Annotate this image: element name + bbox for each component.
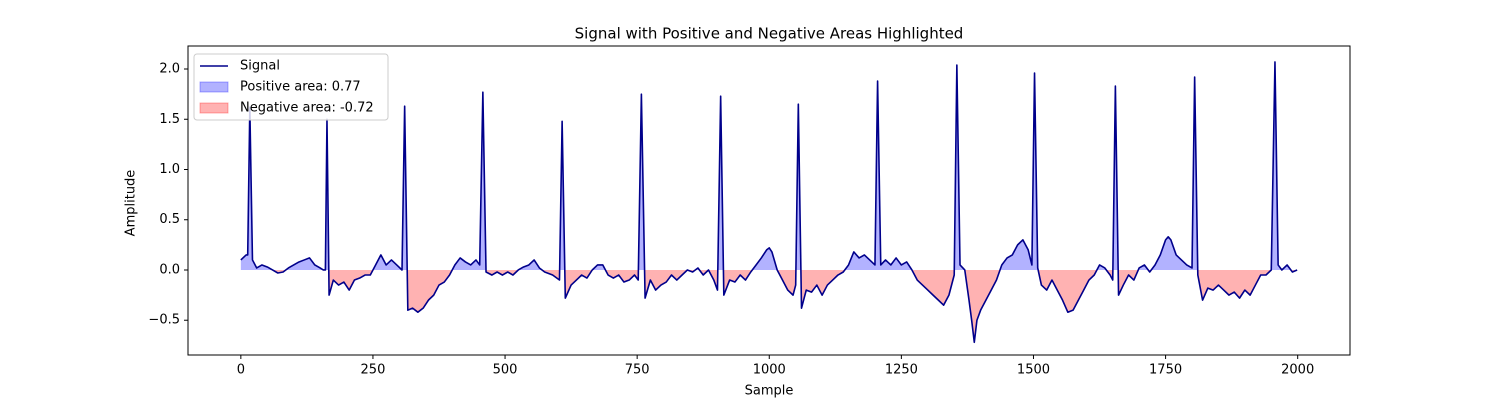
y-tick-label: 2.0	[159, 62, 180, 77]
x-tick-label: 1500	[1017, 363, 1050, 378]
legend-box	[193, 53, 389, 121]
legend-label: Negative area: -0.72	[240, 101, 374, 116]
x-tick-label: 1750	[1149, 363, 1182, 378]
y-tick-label: −0.5	[148, 313, 180, 328]
x-axis-label: Sample	[745, 384, 794, 399]
chart-title: Signal with Positive and Negative Areas …	[575, 25, 964, 43]
signal-line	[240, 61, 1298, 344]
x-tick-label: 2000	[1281, 363, 1314, 378]
x-tick-label: 1000	[753, 363, 786, 378]
x-tick-label: 500	[493, 363, 518, 378]
y-axis-label: Amplitude	[124, 170, 139, 237]
legend-swatch	[199, 102, 229, 114]
legend-label: Positive area: 0.77	[240, 80, 361, 95]
area-fill	[240, 269, 1298, 343]
legend-swatch	[199, 81, 229, 93]
x-tick-label: 250	[361, 363, 386, 378]
y-tick-label: 1.5	[159, 112, 180, 127]
x-tick-label: 1250	[885, 363, 918, 378]
y-tick-label: 0.5	[159, 212, 180, 227]
y-tick-label: 1.0	[159, 162, 180, 177]
x-tick-label: 0	[237, 363, 245, 378]
x-tick-label: 750	[625, 363, 650, 378]
y-tick-label: 0.0	[159, 262, 180, 277]
legend-label: Signal	[240, 59, 280, 74]
